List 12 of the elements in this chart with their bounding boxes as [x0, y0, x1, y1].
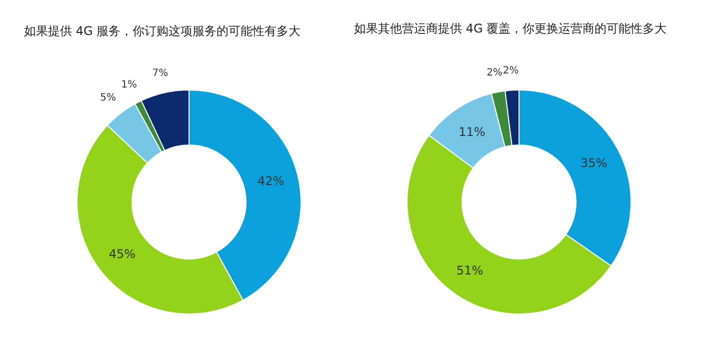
- data-label: 35%: [580, 156, 608, 170]
- chart-title: 如果其他营运商提供 4G 覆盖，你更换运营商的可能性多大: [354, 21, 667, 36]
- data-label: 5%: [100, 92, 116, 104]
- data-label: 42%: [258, 174, 284, 188]
- chart-title: 如果提供 4G 服务，你订购这项服务的可能性有多大: [24, 24, 301, 38]
- data-label: 7%: [152, 68, 168, 80]
- data-label: 2%: [502, 65, 519, 76]
- data-label: 45%: [108, 246, 136, 261]
- data-label: 1%: [121, 79, 138, 90]
- data-label: 51%: [456, 264, 484, 278]
- data-label: 11%: [458, 124, 486, 139]
- data-label: 2%: [486, 67, 502, 78]
